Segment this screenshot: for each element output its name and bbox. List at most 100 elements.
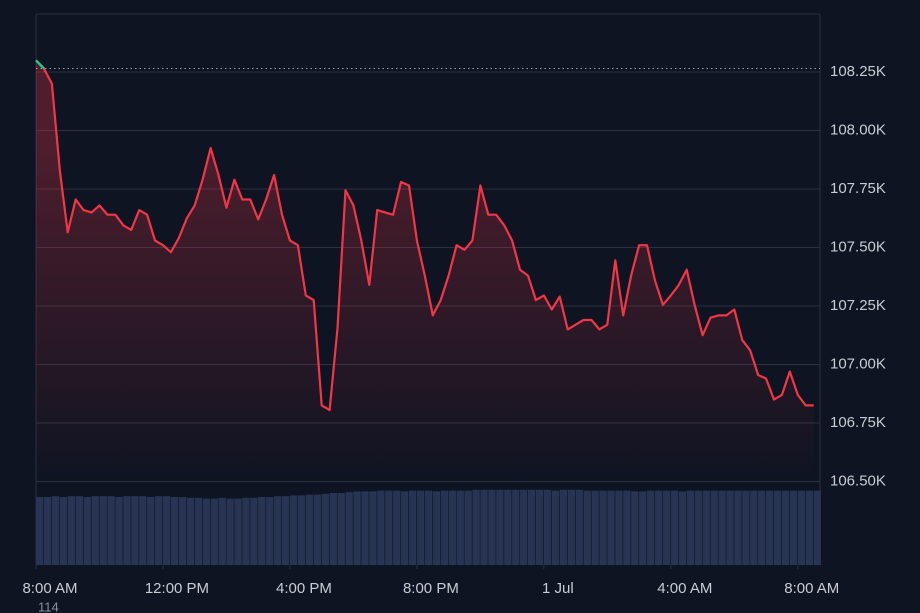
- volume-bar: [107, 496, 115, 565]
- volume-bar: [607, 490, 615, 565]
- x-tick-label: 4:00 AM: [657, 580, 712, 597]
- volume-bar: [551, 490, 560, 565]
- volume-bar: [599, 490, 607, 565]
- volume-bar: [654, 490, 663, 565]
- volume-bar: [393, 490, 401, 565]
- volume-bar: [59, 497, 68, 565]
- volume-bar: [242, 497, 250, 565]
- y-tick-label: 108.25K: [830, 63, 886, 80]
- volume-bar: [734, 490, 742, 565]
- volume-bar: [520, 489, 528, 565]
- volume-bar: [131, 496, 139, 565]
- volume-bar: [83, 497, 91, 565]
- volume-bar: [91, 496, 99, 565]
- volume-bar: [202, 498, 210, 565]
- volume-bar: [480, 489, 488, 565]
- volume-bar: [702, 490, 710, 565]
- volume-bar: [575, 489, 583, 565]
- volume-bar: [36, 497, 44, 565]
- x-tick-label: 4:00 PM: [276, 580, 332, 597]
- volume-bar: [464, 490, 472, 565]
- y-tick-label: 107.50K: [830, 238, 886, 255]
- volume-bar: [662, 490, 671, 565]
- volume-bar: [512, 489, 520, 565]
- volume-bar: [139, 496, 147, 565]
- x-tick-label: 8:00 AM: [784, 580, 839, 597]
- volume-bar: [718, 490, 726, 565]
- volume-bar: [281, 496, 290, 565]
- volume-bar: [361, 491, 369, 565]
- volume-bar: [194, 497, 203, 565]
- volume-bar: [321, 493, 330, 565]
- volume-bar: [51, 496, 60, 565]
- volume-bar: [147, 497, 155, 565]
- price-line: [35, 59, 814, 412]
- volume-bar: [67, 496, 76, 565]
- x-tick-label: 8:00 PM: [403, 580, 459, 597]
- volume-bar: [543, 489, 552, 565]
- volume-bar: [75, 496, 84, 565]
- volume-bar: [694, 490, 702, 565]
- volume-bar: [226, 498, 234, 565]
- volume-bar: [258, 497, 266, 565]
- volume-bar: [758, 490, 766, 565]
- volume-bar: [678, 491, 687, 565]
- y-tick-label: 107.75K: [830, 180, 886, 197]
- volume-bar: [385, 490, 393, 565]
- volume-bar: [162, 496, 171, 565]
- volume-bar: [567, 489, 575, 565]
- volume-bar: [647, 490, 655, 565]
- volume-bar: [289, 495, 298, 565]
- volume-bar: [155, 496, 163, 565]
- volume-bar: [781, 490, 790, 565]
- x-tick-label: 8:00 AM: [22, 580, 77, 597]
- volume-bar: [440, 490, 449, 565]
- x-tick-label: 1 Jul: [542, 580, 574, 597]
- y-tick-label: 108.00K: [830, 121, 886, 138]
- y-tick-label: 106.75K: [830, 414, 886, 431]
- volume-bar: [353, 491, 361, 565]
- volume-bar: [631, 491, 639, 565]
- volume-bar: [583, 490, 591, 565]
- x-tick-label: 12:00 PM: [145, 580, 209, 597]
- volume-bar: [416, 490, 425, 565]
- volume-bar: [329, 493, 337, 565]
- volume-bar: [432, 491, 441, 565]
- volume-bar: [123, 496, 131, 565]
- volume-bar: [218, 497, 226, 565]
- volume-bar: [504, 489, 512, 565]
- y-tick-label: 106.50K: [830, 472, 886, 489]
- volume-bar: [789, 490, 798, 565]
- footer-text: 114: [38, 599, 59, 613]
- volume-bar: [234, 498, 242, 565]
- volume-bar: [313, 494, 322, 565]
- volume-bar: [472, 489, 480, 565]
- volume-bar: [170, 497, 179, 565]
- volume-bar: [496, 489, 504, 565]
- volume-bar: [115, 497, 123, 565]
- volume-bar: [377, 490, 385, 565]
- volume-bar: [456, 490, 464, 565]
- volume-bar: [210, 498, 218, 565]
- volume-bar: [686, 490, 695, 565]
- volume-bar: [178, 497, 187, 565]
- volume-bar: [424, 490, 433, 565]
- volume-bar: [639, 491, 647, 565]
- volume-bar: [527, 489, 536, 565]
- volume-bar: [345, 492, 353, 565]
- volume-bar: [797, 490, 806, 565]
- volume-bar: [623, 490, 631, 565]
- volume-bar: [266, 497, 274, 565]
- volume-bar: [535, 489, 544, 565]
- volume-bar: [591, 490, 599, 565]
- volume-bar: [369, 491, 377, 565]
- y-tick-label: 107.25K: [830, 297, 886, 314]
- volume-bar: [99, 496, 107, 565]
- volume-bar: [670, 490, 679, 565]
- volume-bar: [559, 489, 568, 565]
- volume-bar: [43, 497, 52, 565]
- volume-bar: [401, 491, 409, 565]
- volume-bar: [742, 490, 750, 565]
- volume-bar: [448, 490, 456, 565]
